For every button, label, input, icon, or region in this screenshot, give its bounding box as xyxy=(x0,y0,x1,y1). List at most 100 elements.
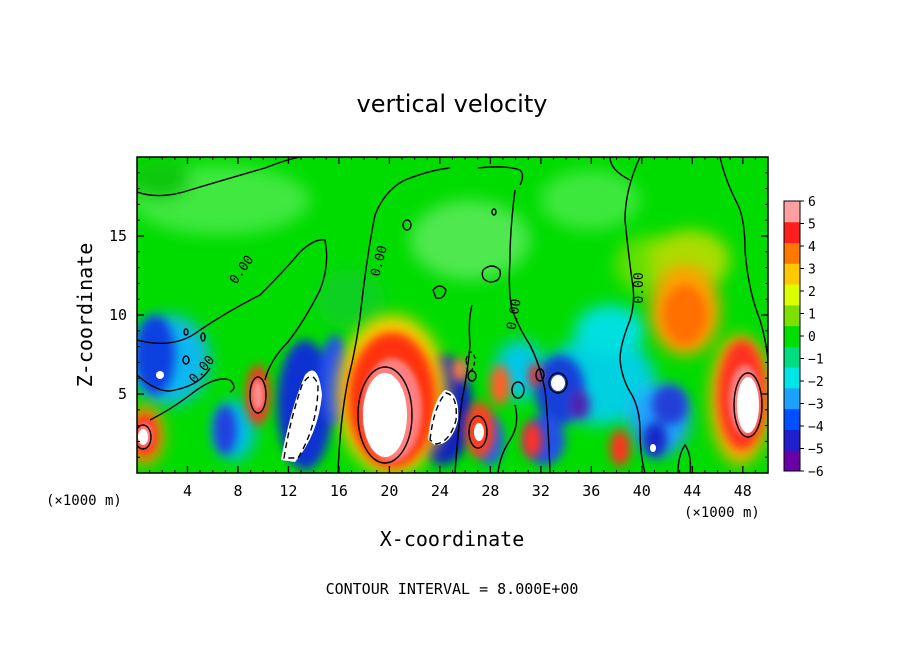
velocity-field xyxy=(137,157,768,473)
contour-line xyxy=(609,157,631,181)
field-mark xyxy=(490,365,510,405)
colorbar-swatch xyxy=(784,221,800,244)
colorbar-swatch xyxy=(784,263,800,285)
contour-line xyxy=(182,355,190,365)
field-mark xyxy=(137,315,175,395)
colorbar-label: 0 xyxy=(808,330,816,345)
contour-line xyxy=(677,443,692,473)
field-mark xyxy=(643,422,667,458)
downdraft-core xyxy=(156,371,164,379)
field-mark xyxy=(610,430,630,466)
contour-line xyxy=(477,166,524,186)
field-mark xyxy=(213,405,237,455)
downdraft-core xyxy=(650,444,656,452)
contour-line xyxy=(465,351,476,373)
contour-line xyxy=(508,189,551,473)
colorbar-swatch xyxy=(784,387,800,410)
colorbar-swatch xyxy=(784,325,800,347)
colorbar-swatch xyxy=(784,201,800,223)
x-tick-label: 36 xyxy=(582,482,600,500)
contour-line xyxy=(497,404,518,473)
field-mark xyxy=(540,170,640,230)
field-mark xyxy=(252,379,264,411)
x-axis-title: X-coordinate xyxy=(380,527,525,551)
updraft-core xyxy=(363,373,407,457)
colorbar-swatch xyxy=(784,304,800,327)
colorbar-label: −2 xyxy=(808,375,824,390)
contour-line xyxy=(467,370,477,382)
contour-line xyxy=(402,219,412,231)
x-tick-label: 44 xyxy=(683,482,701,500)
field-mark xyxy=(522,422,542,458)
colorbar-swatch xyxy=(784,450,800,472)
contour-line xyxy=(548,372,568,394)
y-axis-title: Z-coordinate xyxy=(73,243,97,388)
colorbar-label: −6 xyxy=(808,465,824,480)
downdraft-core xyxy=(281,370,322,462)
colorbar-label: −3 xyxy=(808,398,824,413)
downdraft-core xyxy=(428,390,459,445)
x-tick-label: 20 xyxy=(380,482,398,500)
contour-line xyxy=(491,208,497,216)
colorbar: 6 5 4 3 2 1 0 −1 −2 −3 −4 −5 −6 xyxy=(783,195,824,480)
field-mark xyxy=(575,305,645,355)
contour-line xyxy=(137,239,328,381)
contour-line xyxy=(137,424,152,450)
colorbar-label: 2 xyxy=(808,285,816,300)
contour-line xyxy=(337,167,451,473)
contour-line xyxy=(183,328,189,336)
x-tick-label: 48 xyxy=(734,482,752,500)
x-tick-label: 28 xyxy=(481,482,499,500)
colorbar-label: 4 xyxy=(808,240,816,255)
contour-line xyxy=(149,378,235,421)
contour-line xyxy=(535,368,545,382)
contour-label: 0.00 xyxy=(632,272,647,303)
x-tick-label: 4 xyxy=(183,482,192,500)
updraft-core xyxy=(474,423,484,441)
y-tick-label: 15 xyxy=(109,227,127,245)
colorbar-swatch xyxy=(784,242,800,264)
field-mark xyxy=(663,285,707,345)
contour-line xyxy=(249,376,267,414)
colorbar-label: 3 xyxy=(808,263,816,278)
contour-line xyxy=(719,157,768,361)
y-tick-label: 10 xyxy=(109,306,127,324)
chart-title: vertical velocity xyxy=(357,90,548,118)
contour-line xyxy=(733,372,763,438)
field-mark xyxy=(137,160,190,200)
contour-line xyxy=(137,157,301,197)
y-tick-label: 5 xyxy=(118,385,127,403)
colorbar-label: 6 xyxy=(808,195,816,210)
field-mark xyxy=(410,200,530,280)
contour-line xyxy=(137,367,211,392)
contour-line xyxy=(511,381,525,399)
contour-line xyxy=(481,265,501,283)
x-unit-label-left: (×1000 m) xyxy=(46,493,122,509)
contour-line xyxy=(454,304,473,473)
colorbar-swatch xyxy=(784,367,800,389)
x-tick-label: 40 xyxy=(633,482,651,500)
x-tick-label: 32 xyxy=(532,482,550,500)
contour-interval-note: CONTOUR INTERVAL = 8.000E+00 xyxy=(326,580,579,598)
contour-line xyxy=(619,157,646,473)
contour-line xyxy=(429,392,457,445)
x-tick-label: 24 xyxy=(431,482,449,500)
y-axis: 5 10 15 xyxy=(109,172,768,458)
colorbar-label: −4 xyxy=(808,420,824,435)
updraft-core xyxy=(138,429,148,445)
colorbar-label: 5 xyxy=(808,218,816,233)
field-mark xyxy=(652,385,688,425)
contour-lines xyxy=(137,157,768,473)
field-mark xyxy=(315,270,385,330)
downdraft-core xyxy=(551,375,565,391)
x-tick-label: 8 xyxy=(233,482,242,500)
colorbar-label: −5 xyxy=(808,443,824,458)
updraft-core xyxy=(737,377,759,433)
colorbar-swatch xyxy=(784,346,800,368)
colorbar-swatch xyxy=(784,408,800,430)
contour-line xyxy=(200,332,206,342)
contour-line xyxy=(357,366,413,464)
x-tick-label: 12 xyxy=(279,482,297,500)
contour-line xyxy=(432,285,447,300)
